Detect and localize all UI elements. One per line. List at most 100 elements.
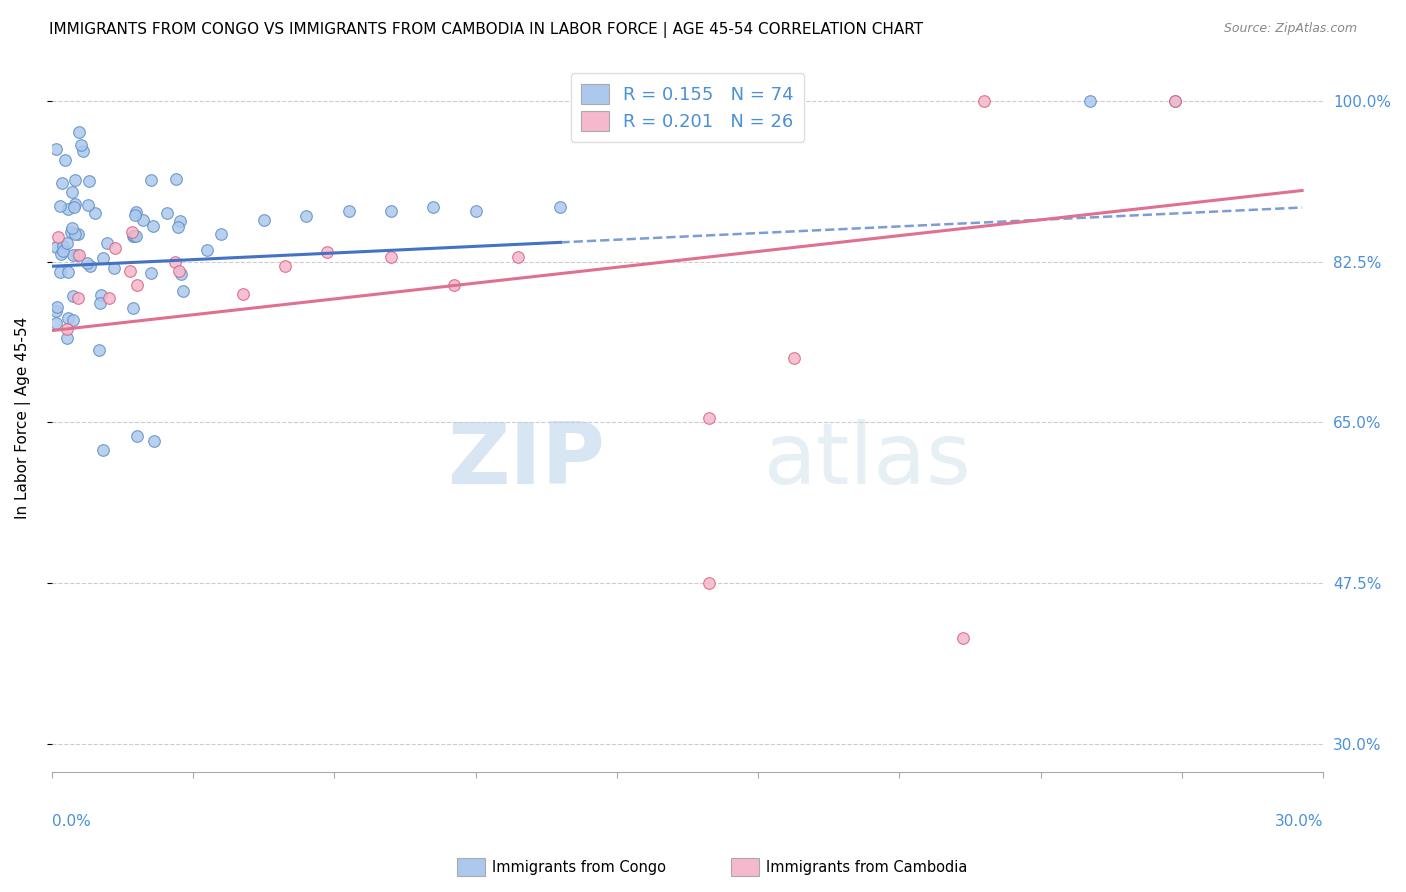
Point: [62, 289, 84, 303]
Point: [121, 225, 143, 239]
Point: [125, 429, 148, 443]
Point: [63, 173, 86, 187]
Point: [443, 277, 465, 292]
Point: [69, 137, 91, 152]
Point: [45, 240, 67, 254]
Point: [79, 259, 101, 273]
Point: [169, 214, 191, 228]
Point: [170, 267, 193, 281]
Point: [122, 301, 145, 315]
Point: [952, 632, 974, 646]
Point: [49, 246, 72, 260]
Point: [550, 200, 572, 214]
Legend: R = 0.155   N = 74, R = 0.201   N = 26: R = 0.155 N = 74, R = 0.201 N = 26: [571, 73, 804, 142]
Point: [84, 206, 107, 220]
Point: [45, 142, 67, 156]
Point: [167, 264, 190, 278]
Text: 0.0%: 0.0%: [52, 814, 90, 830]
Point: [45, 304, 67, 318]
Point: [274, 259, 297, 273]
Point: [76, 256, 98, 270]
Point: [118, 264, 141, 278]
Point: [56, 322, 79, 336]
Point: [131, 213, 153, 227]
Point: [142, 219, 165, 234]
Point: [52, 239, 75, 253]
Point: [60, 226, 83, 240]
Point: [197, 243, 219, 257]
Point: [380, 204, 402, 219]
Text: IMMIGRANTS FROM CONGO VS IMMIGRANTS FROM CAMBODIA IN LABOR FORCE | AGE 45-54 COR: IMMIGRANTS FROM CONGO VS IMMIGRANTS FROM…: [49, 22, 924, 38]
Point: [122, 229, 145, 244]
Point: [79, 174, 101, 188]
Point: [45, 301, 67, 315]
Point: [96, 235, 118, 250]
Point: [337, 204, 360, 219]
FancyBboxPatch shape: [457, 858, 485, 876]
Point: [142, 434, 165, 448]
Point: [67, 248, 90, 262]
Point: [124, 208, 146, 222]
Point: [1164, 94, 1187, 108]
Point: [295, 209, 318, 223]
Text: ZIP: ZIP: [447, 419, 605, 502]
Point: [124, 228, 146, 243]
Point: [56, 331, 79, 345]
Point: [98, 291, 121, 305]
Point: [87, 343, 110, 357]
Point: [125, 228, 148, 243]
Point: [52, 244, 75, 258]
Point: [51, 176, 73, 190]
Text: Immigrants from Cambodia: Immigrants from Cambodia: [766, 860, 967, 874]
Point: [60, 185, 83, 199]
Point: [65, 196, 87, 211]
FancyBboxPatch shape: [731, 858, 759, 876]
Point: [45, 316, 67, 330]
Point: [67, 291, 90, 305]
Point: [1164, 94, 1187, 108]
Point: [506, 250, 529, 264]
Point: [697, 410, 720, 425]
Point: [973, 94, 995, 108]
Point: [163, 255, 186, 269]
Point: [124, 204, 146, 219]
Point: [65, 227, 87, 241]
Point: [55, 236, 77, 251]
Point: [56, 202, 79, 216]
Point: [464, 204, 486, 219]
Point: [165, 172, 187, 186]
Text: Immigrants from Congo: Immigrants from Congo: [492, 860, 666, 874]
Point: [62, 248, 84, 262]
Point: [67, 124, 90, 138]
Point: [72, 144, 94, 158]
Point: [60, 220, 83, 235]
Point: [67, 227, 90, 241]
Point: [782, 351, 804, 366]
Point: [46, 230, 69, 244]
Point: [53, 153, 76, 168]
Point: [1078, 94, 1101, 108]
Text: Source: ZipAtlas.com: Source: ZipAtlas.com: [1223, 22, 1357, 36]
Point: [90, 288, 112, 302]
Point: [91, 251, 114, 265]
Point: [422, 200, 444, 214]
Point: [209, 227, 232, 241]
Point: [103, 260, 125, 275]
Text: 30.0%: 30.0%: [1275, 814, 1323, 830]
Y-axis label: In Labor Force | Age 45-54: In Labor Force | Age 45-54: [15, 317, 31, 519]
Point: [232, 286, 254, 301]
Point: [380, 250, 402, 264]
Point: [139, 173, 162, 187]
Point: [49, 199, 72, 213]
Point: [139, 266, 162, 280]
Point: [77, 198, 100, 212]
Point: [697, 576, 720, 591]
Point: [91, 443, 114, 458]
Point: [253, 213, 276, 227]
Point: [56, 265, 79, 279]
Point: [172, 284, 194, 298]
Text: atlas: atlas: [763, 419, 972, 502]
Point: [66, 247, 89, 261]
Point: [56, 310, 79, 325]
Point: [48, 265, 70, 279]
